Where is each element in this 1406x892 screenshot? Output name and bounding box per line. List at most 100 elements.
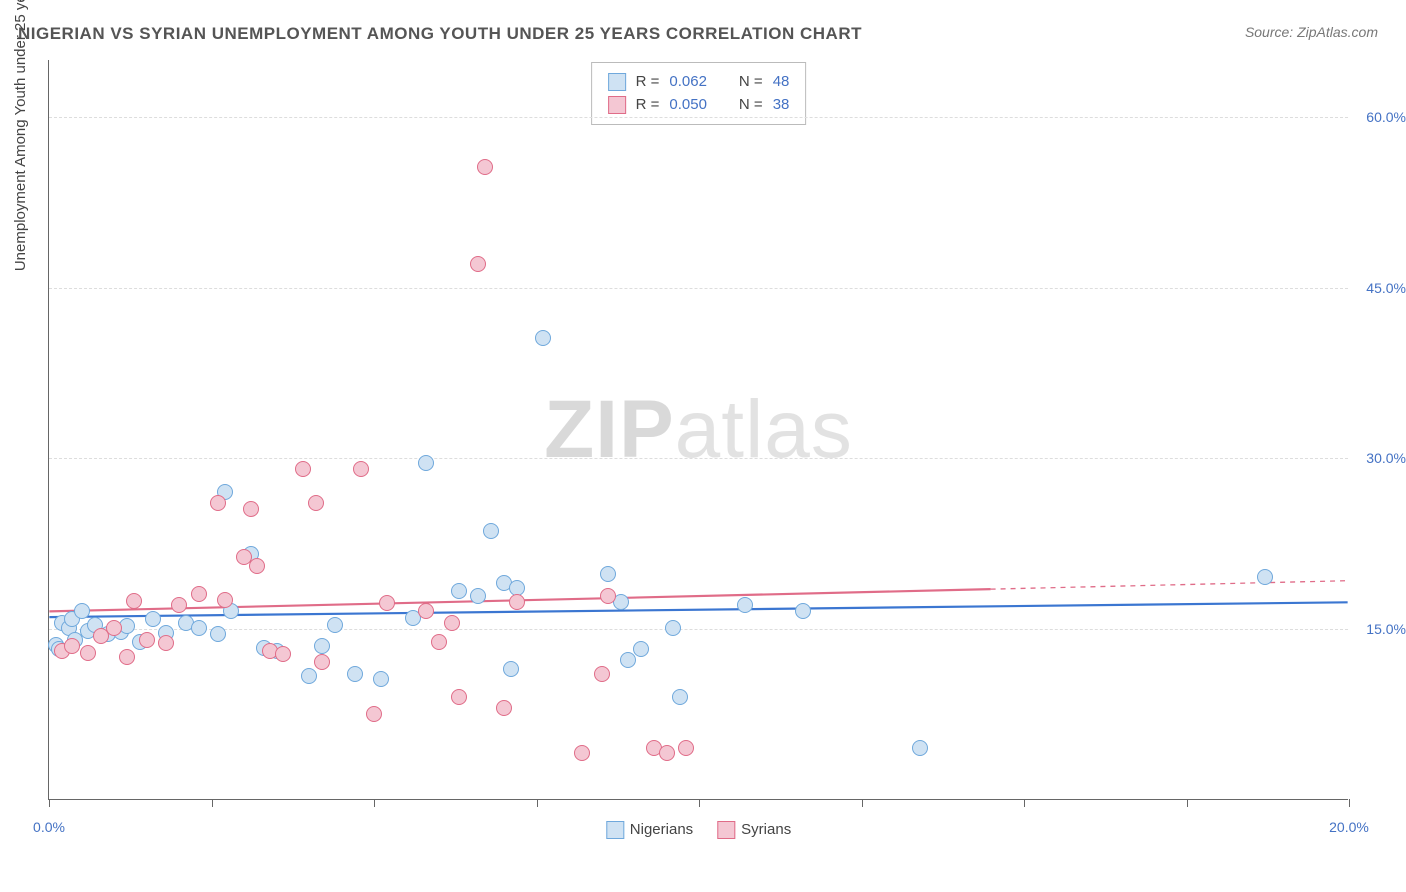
y-tick-label: 60.0% <box>1366 109 1406 125</box>
legend-stat-row: R = 0.050 N = 38 <box>608 94 790 117</box>
y-tick-label: 30.0% <box>1366 450 1406 466</box>
scatter-point-syrians <box>379 595 395 611</box>
scatter-point-syrians <box>431 634 447 650</box>
scatter-point-syrians <box>126 593 142 609</box>
scatter-point-nigerians <box>74 603 90 619</box>
y-tick-label: 45.0% <box>1366 280 1406 296</box>
scatter-point-syrians <box>119 649 135 665</box>
scatter-point-nigerians <box>665 620 681 636</box>
scatter-point-syrians <box>418 603 434 619</box>
scatter-point-syrians <box>594 666 610 682</box>
x-tick <box>374 799 375 807</box>
trend-line-nigerians <box>49 602 1347 617</box>
scatter-point-nigerians <box>795 603 811 619</box>
legend-stat-row: R = 0.062 N = 48 <box>608 71 790 94</box>
legend-label: Nigerians <box>630 821 693 838</box>
legend-swatch <box>608 96 626 114</box>
scatter-point-syrians <box>678 740 694 756</box>
scatter-point-nigerians <box>535 330 551 346</box>
scatter-point-syrians <box>308 495 324 511</box>
legend-swatch <box>608 73 626 91</box>
gridline <box>49 117 1348 118</box>
scatter-point-syrians <box>243 501 259 517</box>
legend-swatch <box>606 821 624 839</box>
scatter-point-syrians <box>659 745 675 761</box>
x-tick <box>1349 799 1350 807</box>
scatter-point-nigerians <box>600 566 616 582</box>
scatter-point-nigerians <box>327 617 343 633</box>
source-label: Source: ZipAtlas.com <box>1245 24 1378 40</box>
scatter-point-syrians <box>275 646 291 662</box>
scatter-point-nigerians <box>210 626 226 642</box>
scatter-point-syrians <box>217 592 233 608</box>
scatter-point-nigerians <box>347 666 363 682</box>
scatter-point-syrians <box>80 645 96 661</box>
scatter-point-nigerians <box>418 455 434 471</box>
scatter-point-nigerians <box>373 671 389 687</box>
n-label: N = <box>739 71 763 94</box>
scatter-point-syrians <box>295 461 311 477</box>
r-value: 0.062 <box>669 71 707 94</box>
scatter-point-syrians <box>171 597 187 613</box>
plot-area: ZIPatlas R = 0.062N = 48R = 0.050N = 38 … <box>48 60 1348 800</box>
gridline <box>49 288 1348 289</box>
scatter-point-nigerians <box>451 583 467 599</box>
scatter-point-syrians <box>574 745 590 761</box>
scatter-point-syrians <box>366 706 382 722</box>
legend-item: Nigerians <box>606 821 693 839</box>
scatter-point-syrians <box>496 700 512 716</box>
scatter-point-nigerians <box>737 597 753 613</box>
x-tick <box>862 799 863 807</box>
scatter-point-syrians <box>139 632 155 648</box>
x-tick <box>212 799 213 807</box>
scatter-point-syrians <box>509 594 525 610</box>
scatter-point-syrians <box>451 689 467 705</box>
y-axis-title: Unemployment Among Youth under 25 years <box>12 0 29 271</box>
scatter-point-nigerians <box>620 652 636 668</box>
watermark: ZIPatlas <box>544 383 853 477</box>
scatter-point-nigerians <box>483 523 499 539</box>
scatter-point-syrians <box>477 159 493 175</box>
scatter-point-syrians <box>249 558 265 574</box>
scatter-point-syrians <box>191 586 207 602</box>
scatter-point-syrians <box>210 495 226 511</box>
scatter-point-nigerians <box>503 661 519 677</box>
n-value: 48 <box>773 71 790 94</box>
scatter-point-syrians <box>314 654 330 670</box>
scatter-point-nigerians <box>672 689 688 705</box>
r-label: R = <box>636 71 660 94</box>
x-tick-label: 0.0% <box>33 819 65 835</box>
legend-item: Syrians <box>717 821 791 839</box>
chart-container: NIGERIAN VS SYRIAN UNEMPLOYMENT AMONG YO… <box>0 0 1406 892</box>
n-value: 38 <box>773 94 790 117</box>
scatter-point-nigerians <box>314 638 330 654</box>
x-tick-label: 20.0% <box>1329 819 1369 835</box>
r-label: R = <box>636 94 660 117</box>
chart-title: NIGERIAN VS SYRIAN UNEMPLOYMENT AMONG YO… <box>18 24 862 44</box>
trend-lines <box>49 60 1348 799</box>
r-value: 0.050 <box>669 94 707 117</box>
scatter-point-syrians <box>600 588 616 604</box>
x-tick <box>1187 799 1188 807</box>
x-tick <box>49 799 50 807</box>
trend-line-dash-syrians <box>991 581 1348 589</box>
scatter-point-nigerians <box>470 588 486 604</box>
scatter-point-syrians <box>64 638 80 654</box>
scatter-point-syrians <box>158 635 174 651</box>
scatter-point-nigerians <box>191 620 207 636</box>
scatter-point-nigerians <box>301 668 317 684</box>
legend-label: Syrians <box>741 821 791 838</box>
scatter-point-syrians <box>353 461 369 477</box>
scatter-point-syrians <box>106 620 122 636</box>
gridline <box>49 458 1348 459</box>
legend-series: Nigerians Syrians <box>606 821 791 839</box>
x-tick <box>699 799 700 807</box>
x-tick <box>537 799 538 807</box>
scatter-point-syrians <box>470 256 486 272</box>
n-label: N = <box>739 94 763 117</box>
x-tick <box>1024 799 1025 807</box>
legend-swatch <box>717 821 735 839</box>
y-tick-label: 15.0% <box>1366 621 1406 637</box>
scatter-point-nigerians <box>633 641 649 657</box>
scatter-point-nigerians <box>145 611 161 627</box>
